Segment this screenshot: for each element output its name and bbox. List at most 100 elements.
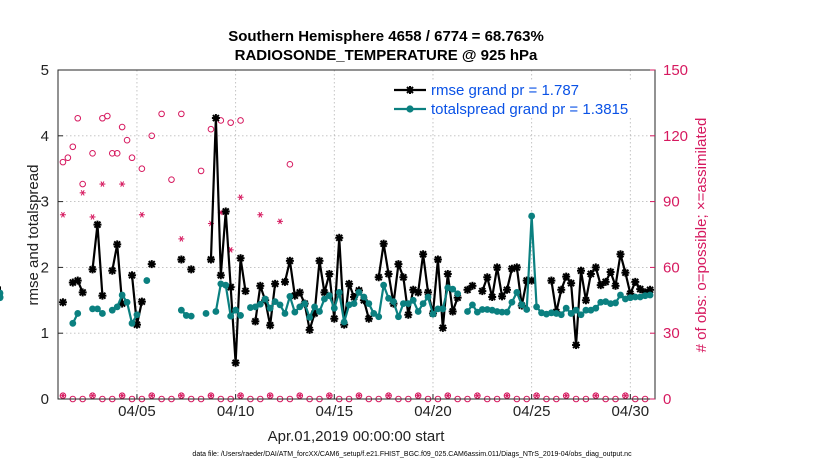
rmse-point [216,271,225,280]
rmse-point [557,285,566,294]
series-lines [0,114,655,367]
totalspread-point [123,298,131,306]
totalspread-point [631,293,639,301]
x-tick-label: 04/15 [316,403,354,420]
obs-possible-point [64,154,72,162]
y-right-tick-label: 30 [663,325,680,342]
rmse-point [374,273,383,282]
chart-title-line2: RADIOSONDE_TEMPERATURE @ 925 hPa [235,47,538,64]
totalspread-point [429,310,437,318]
totalspread-point [424,293,432,301]
totalspread-point [113,303,121,311]
rmse-point [113,240,122,249]
rmse-point [231,358,240,367]
x-tick-label: 04/20 [414,403,452,420]
rmse-point [581,296,590,305]
obs-markers [59,110,649,403]
rmse-point [468,281,477,290]
rmse-point [256,281,265,290]
obs-possible-point [123,136,131,144]
rmse-point [285,256,294,265]
rmse-point [591,263,600,272]
y-right-tick-label: 90 [663,194,680,211]
totalspread-point [74,310,82,317]
totalspread-point [404,300,412,307]
obs-zero-assimilated-point [297,393,303,399]
rmse-point [58,298,67,307]
rmse-point [266,321,275,330]
obs-zero-assimilated-point [386,393,392,399]
obs-possible-point [148,132,156,140]
totalspread-point [222,281,230,289]
rmse-point [280,277,289,286]
rmse-point [73,276,82,285]
obs-possible-point [69,143,77,151]
totalspread-point [281,310,289,317]
totalspread-point [108,306,116,314]
rmse-point [325,269,334,278]
obs-possible-point [104,112,111,120]
obs-zero-assimilated-point [178,393,184,399]
totalspread-point [311,303,318,311]
totalspread-point [567,310,575,317]
obs-possible-point [89,150,96,157]
totalspread-point [202,310,210,317]
obs-zero-assimilated-point [563,393,569,399]
obs-possible-point [138,165,146,172]
totalspread-point [316,308,323,315]
obs-possible-point [197,167,205,175]
y-left-tick-label: 2 [41,259,49,276]
rmse-point [295,288,304,297]
obs-zero-assimilated-point [119,393,125,399]
rmse-point [271,279,280,288]
left-axis-ticks: 0 1 2 3 4 5 [41,62,63,408]
rmse-point [572,341,581,350]
totalspread-point [355,289,363,296]
totalspread-point [177,306,185,314]
rmse-point [335,233,344,242]
totalspread-point [409,296,417,304]
y-axis-right-label: # of obs: o=possible; ×=assimilated [693,118,710,353]
obs-assimilated-point [79,189,86,196]
rmse-point [147,260,156,269]
rmse-point [137,297,146,306]
totalspread-point [528,212,536,220]
rmse-point [567,279,576,288]
totalspread-point [533,303,540,311]
obs-zero-assimilated-point [267,393,273,399]
rmse-point [631,277,640,286]
rmse-point [488,293,497,302]
y-right-tick-label: 150 [663,62,688,79]
obs-possible-point [286,161,294,168]
obs-assimilated-point [89,214,96,220]
totalspread-point [557,311,565,319]
totalspread-point [133,311,141,319]
totalspread-point [617,291,624,299]
legend-totalspread-label: totalspread grand pr = 1.3815 [431,101,628,118]
obs-zero-assimilated-point [415,393,421,399]
rmse-point [187,265,196,274]
data-file-footer: data file: /Users/raeder/DAI/ATM_forcXX/… [192,451,632,458]
obs-assimilated-point [99,181,106,187]
totalspread-point [503,308,511,316]
rmse-point [606,268,615,277]
x-tick-label: 04/30 [612,403,650,420]
x-tick-label: 04/05 [118,403,156,420]
legend-rmse-label: rmse grand pr = 1.787 [431,82,579,99]
rmse-point [88,265,97,274]
totalspread-point [212,308,220,315]
totalspread-point [572,306,580,314]
rmse-point [330,314,339,323]
rmse-point [206,255,215,264]
plot-frame [57,69,656,400]
totalspread-point [301,300,309,307]
y-left-tick-label: 0 [41,391,49,408]
obs-zero-assimilated-point [60,393,66,399]
totalspread-point [325,292,333,300]
totalspread-point [612,299,619,307]
rmse-point [576,266,585,275]
totalspread-point [266,304,274,312]
rmse-line [209,116,247,364]
y-right-tick-label: 0 [663,391,671,408]
totalspread-point [89,305,96,313]
